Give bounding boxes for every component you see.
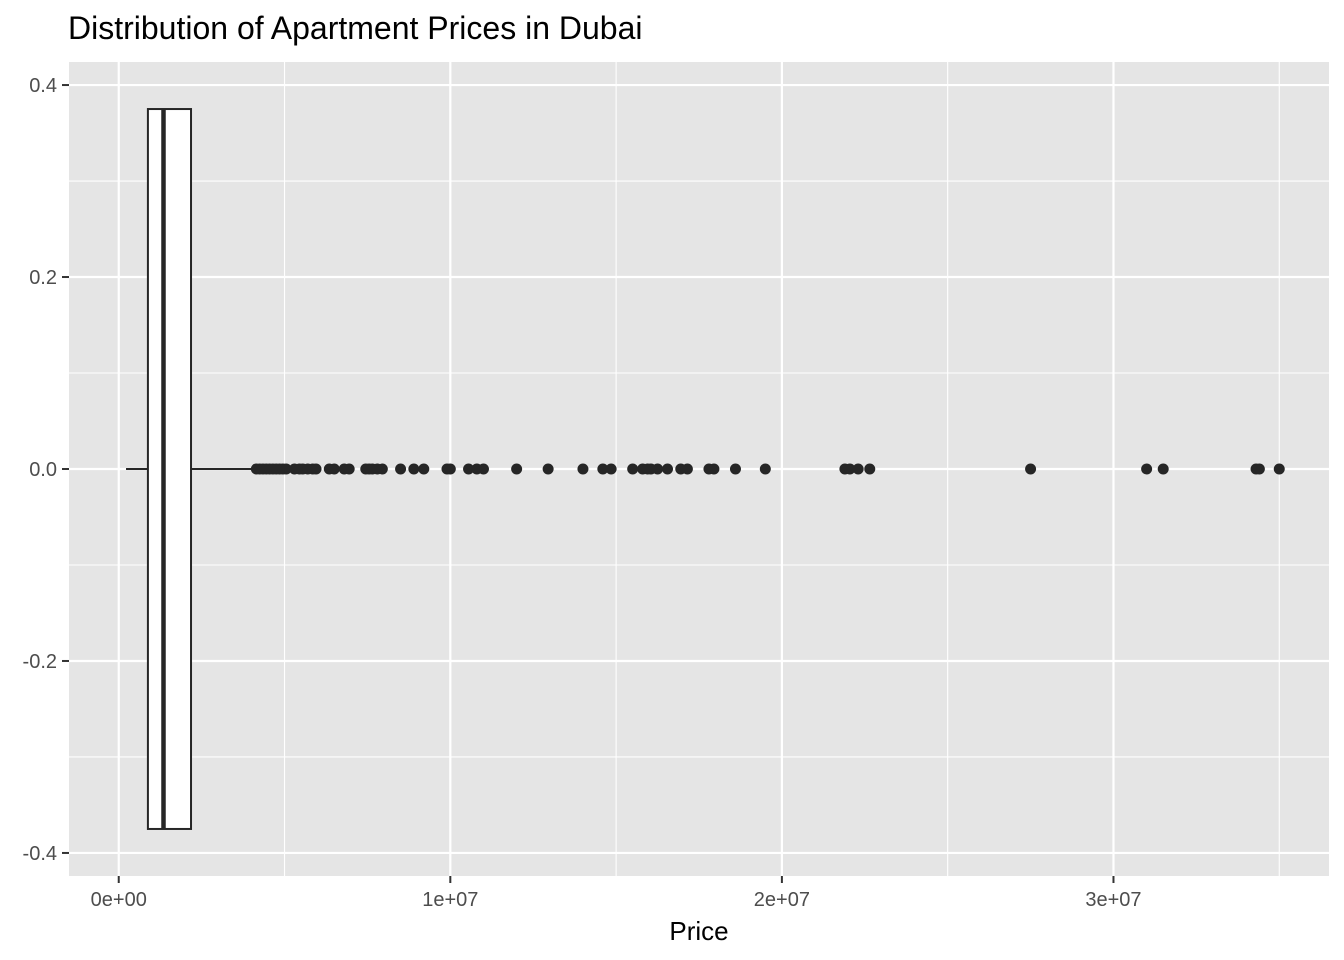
outlier-point [605, 463, 617, 475]
outlier-point [1253, 463, 1265, 475]
outlier-point [444, 463, 456, 475]
axis-ticks [62, 84, 1115, 883]
outlier-point [477, 463, 489, 475]
outlier-point [662, 463, 673, 475]
outlier-point [1273, 463, 1285, 475]
outlier-point [463, 463, 475, 475]
outlier-point [343, 463, 355, 475]
outlier-point [1157, 463, 1169, 475]
x-tick-label: 1e+07 [422, 889, 478, 911]
x-tick-label: 0e+00 [91, 889, 147, 911]
outlier-point [627, 463, 639, 475]
x-tick-label: 3e+07 [1085, 889, 1141, 911]
outlier-point [408, 463, 420, 475]
outlier-point [542, 463, 554, 475]
boxplot [126, 108, 257, 830]
outlier-point [864, 463, 876, 475]
outlier-point [418, 463, 430, 475]
tick-labels: 0e+00 1e+07 2e+07 3e+07 0.4 0.2 0.0 -0.2 -0.4 [23, 75, 1142, 911]
outlier-points [250, 463, 1285, 475]
outlier-point [1025, 463, 1037, 475]
outlier-point [708, 463, 720, 475]
outlier-point [597, 463, 609, 475]
interquartile-box [146, 108, 193, 830]
outlier-point [376, 463, 388, 475]
y-tick-label: 0.2 [29, 267, 57, 289]
outlier-point [844, 463, 856, 475]
x-tick-label: 2e+07 [754, 889, 810, 911]
chart-title: Distribution of Apartment Prices in Duba… [68, 10, 643, 46]
y-tick-label: -0.4 [23, 843, 57, 865]
outlier-point [280, 463, 292, 475]
outlier-point [652, 463, 664, 475]
outlier-point [729, 463, 741, 475]
outlier-point [395, 463, 407, 475]
outlier-point [681, 463, 693, 475]
y-tick-label: 0.0 [29, 459, 57, 481]
outlier-point [310, 463, 322, 475]
outlier-point [759, 463, 771, 475]
x-axis-title: Price [669, 916, 728, 946]
y-tick-label: -0.2 [23, 651, 57, 673]
outlier-point [577, 463, 589, 475]
y-tick-label: 0.4 [29, 75, 57, 97]
outlier-point [852, 463, 864, 475]
outlier-point [511, 463, 523, 475]
outlier-point [328, 463, 340, 475]
outlier-point [1141, 463, 1153, 475]
